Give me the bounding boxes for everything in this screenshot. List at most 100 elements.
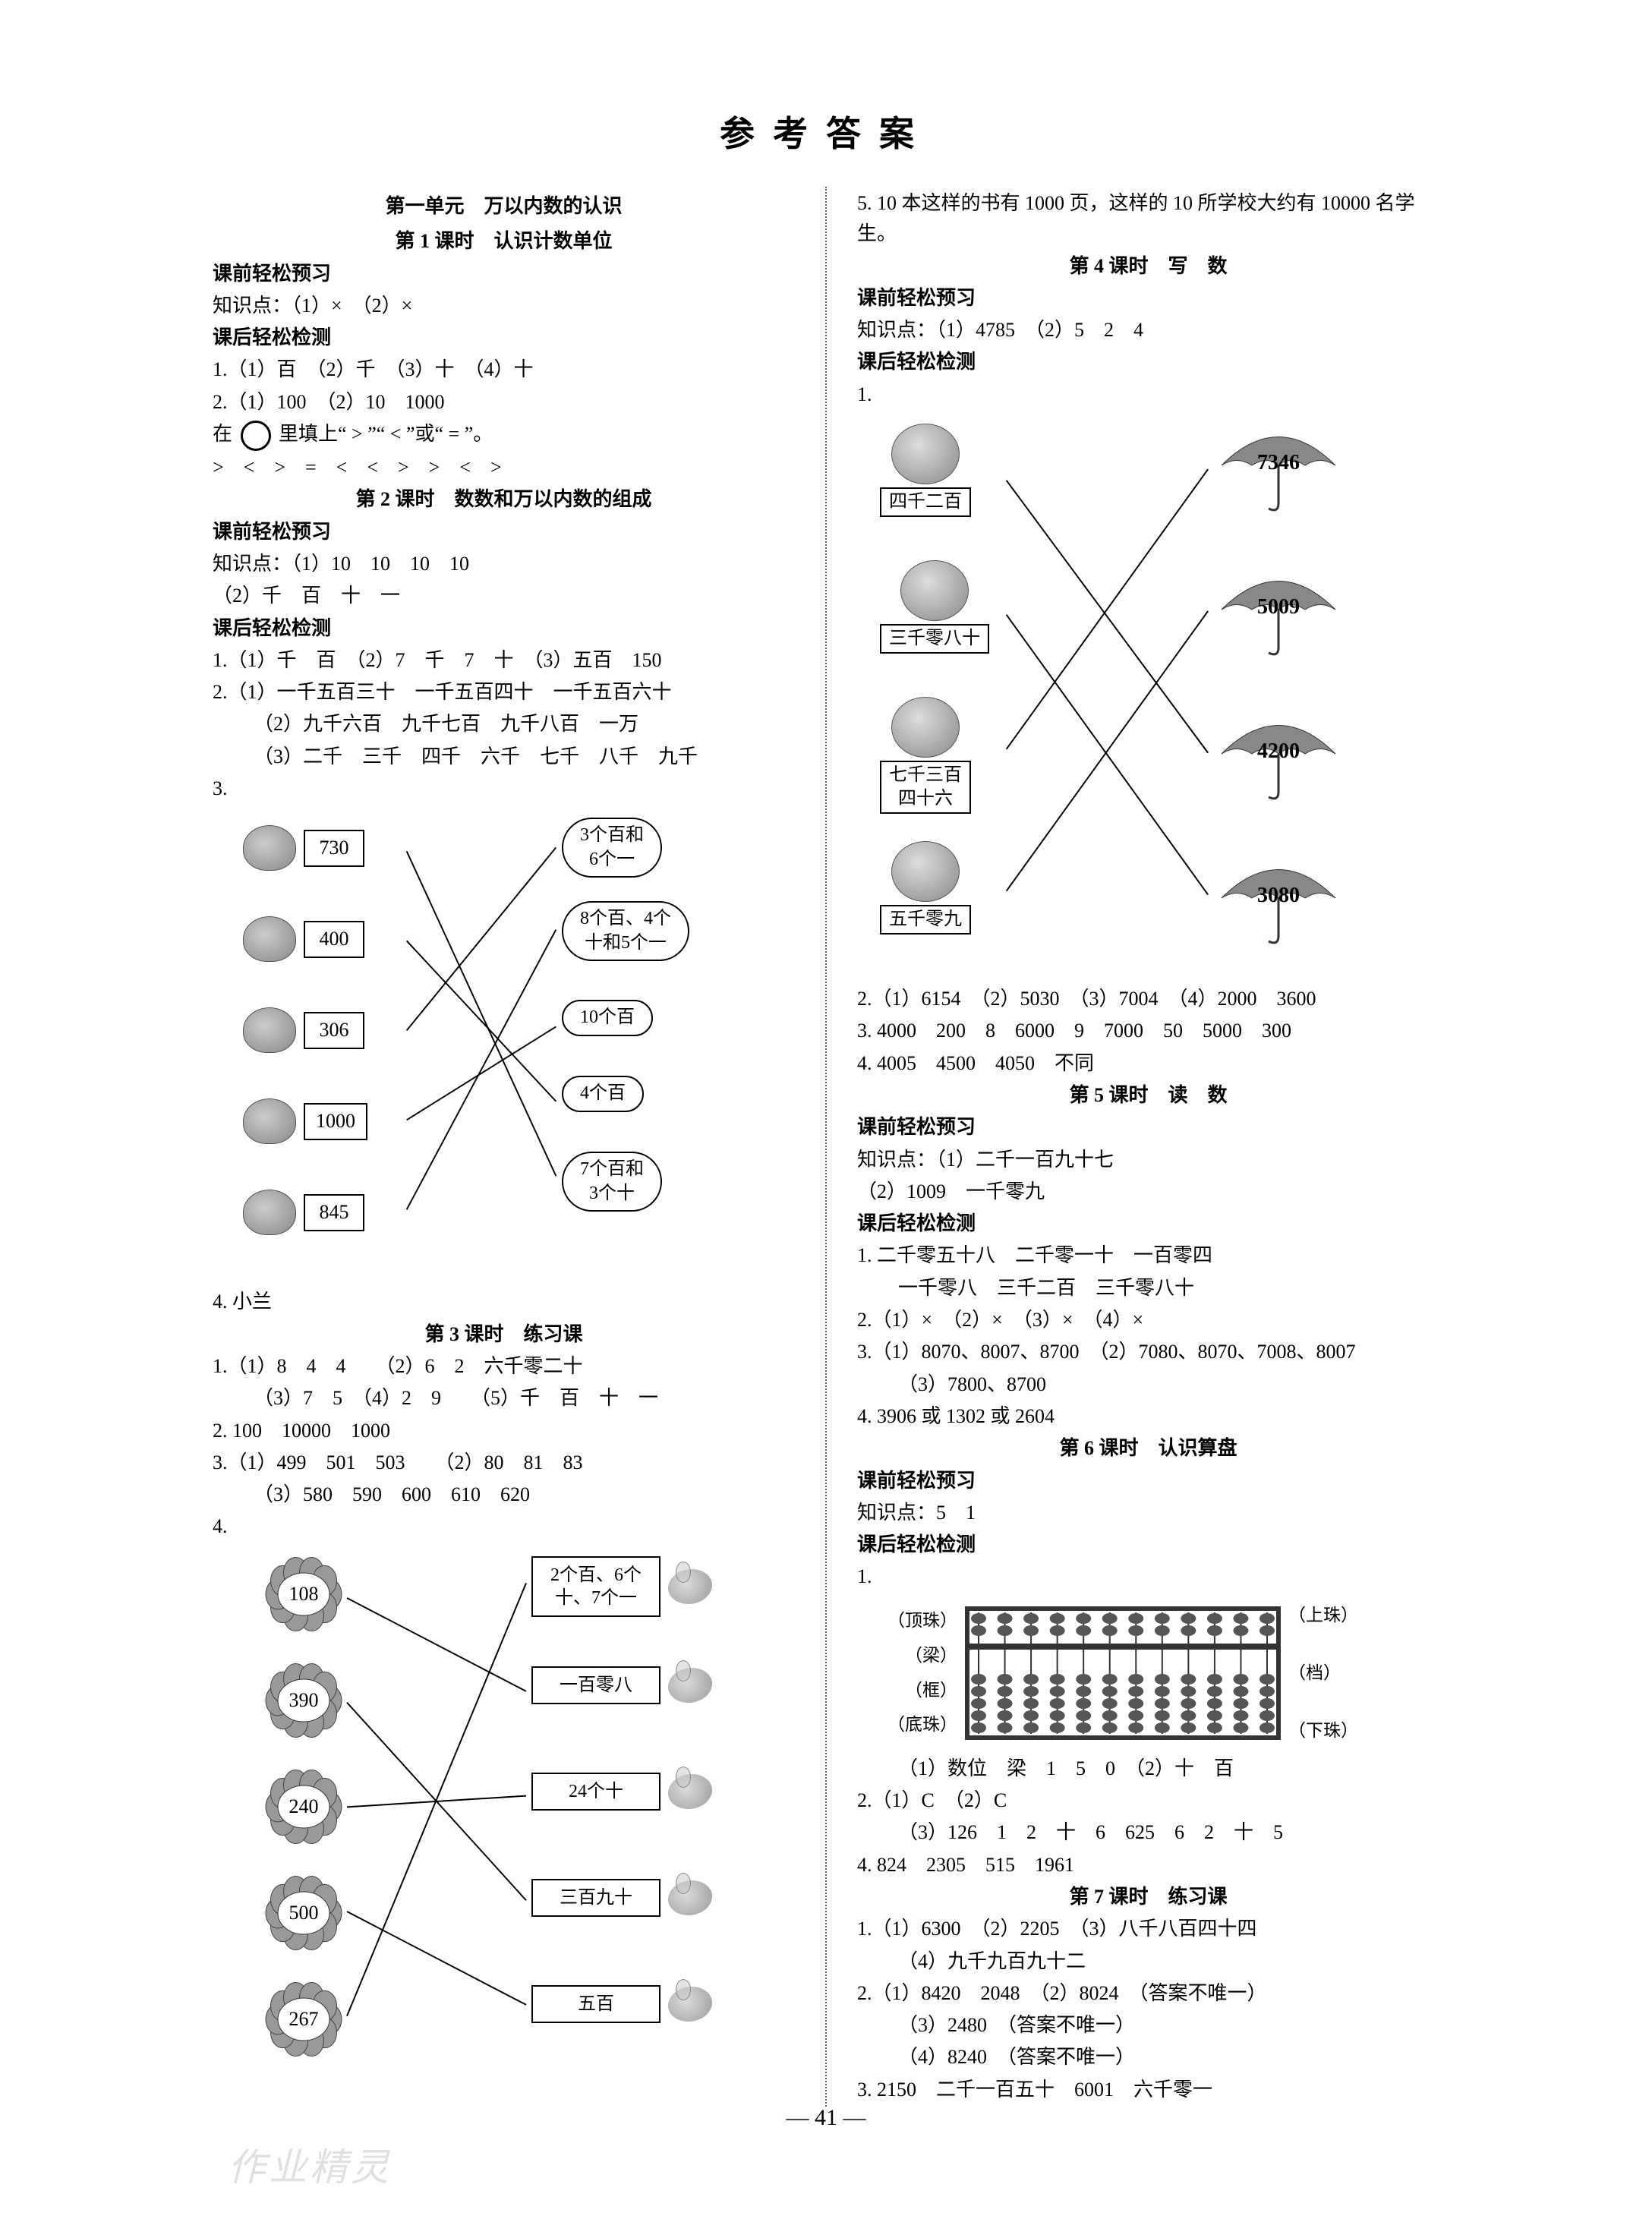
kp5a: 知识点：（1）二千一百九十七 (857, 1145, 1439, 1175)
oval-label: 10个百 (562, 1000, 653, 1035)
l2-2b: （2）九千六百 九千七百 九千八百 一万 (213, 709, 795, 739)
test-label-6: 课后轻松检测 (857, 1530, 1439, 1560)
character-item: 四千二百 (880, 424, 971, 517)
l7-2c: （4）8240 （答案不唯一） (857, 2042, 1439, 2072)
l2-3: 3. (213, 774, 795, 804)
flower-number: 390 (289, 1685, 319, 1716)
l2-2a: 2.（1）一千五百三十 一千五百四十 一千五百六十 (213, 677, 795, 708)
l2-2c: （3）二千 三千 四千 六千 七千 八千 九千 (213, 742, 795, 772)
flower-item: 240 (258, 1769, 349, 1845)
content-columns: 第一单元 万以内数的认识 第 1 课时 认识计数单位 课前轻松预习 知识点：（1… (0, 187, 1652, 2107)
lesson6-header: 第 6 课时 认识算盘 (857, 1433, 1439, 1464)
abacus-label: （梁） (887, 1642, 957, 1669)
box-label: 一百零八 (531, 1666, 660, 1704)
flower-item: 108 (258, 1556, 349, 1632)
box-bee-item: 2个百、6个十、7个一 (531, 1556, 712, 1617)
l7-1b: （4）九千九百九十二 (857, 1946, 1439, 1977)
unit1-header: 第一单元 万以内数的认识 (213, 191, 795, 222)
flower-item: 390 (258, 1663, 349, 1738)
l1-1: 1.（1）百 （2）千 （3）十 （4）十 (213, 355, 795, 385)
umbrella-number: 4200 (1214, 735, 1343, 767)
l1-2: 2.（1）100 （2）10 1000 (213, 387, 795, 418)
column-divider (825, 187, 827, 2107)
l5-2: 2.（1）× （2）× （3）× （4）× (857, 1305, 1439, 1335)
animal-number: 400 (304, 921, 364, 957)
character-icon (900, 560, 969, 621)
l3-4: 4. (213, 1511, 795, 1542)
animal-icon (243, 825, 296, 871)
animal-number: 730 (304, 830, 364, 866)
flower-number: 108 (289, 1579, 319, 1609)
preview-label-2: 课前轻松预习 (213, 517, 795, 547)
l6-2a: 2.（1）C （2）C (857, 1785, 1439, 1816)
l4-3: 3. 4000 200 8 6000 9 7000 50 5000 300 (857, 1016, 1439, 1046)
l6-1: 1. (857, 1562, 1439, 1592)
box-bee-item: 一百零八 (531, 1666, 712, 1704)
umbrella-number: 5009 (1214, 591, 1343, 623)
chinese-number-box: 三千零八十 (880, 624, 989, 654)
right-column: 5. 10 本这样的书有 1000 页，这样的 10 所学校大约有 10000 … (857, 187, 1439, 2107)
character-item: 五千零九 (880, 841, 971, 935)
kp2-2: （2）千 百 十 一 (213, 581, 795, 611)
bee-icon (668, 1569, 712, 1604)
preview-label-1: 课前轻松预习 (213, 259, 795, 289)
l3-2: 2. 100 10000 1000 (213, 1416, 795, 1446)
lesson7-header: 第 7 课时 练习课 (857, 1882, 1439, 1912)
l1-fill: 在 里填上“ > ”“ < ”或“ = ”。 (213, 419, 795, 451)
abacus-label: （框） (887, 1677, 957, 1704)
animal-number: 306 (304, 1012, 364, 1048)
oval-label: 7个百和3个十 (562, 1152, 662, 1211)
lesson2-header: 第 2 课时 数数和万以内数的组成 (213, 484, 795, 515)
box-label: 三百九十 (531, 1879, 660, 1917)
chinese-number-box: 七千三百四十六 (880, 761, 971, 814)
character-item: 三千零八十 (880, 560, 989, 654)
bee-icon (668, 1774, 712, 1809)
bee-icon (668, 1668, 712, 1703)
l6-1b: （1）数位 梁 1 5 0 （2）十 百 (857, 1754, 1439, 1784)
box-label: 2个百、6个十、7个一 (531, 1556, 660, 1617)
flower-number: 267 (289, 2004, 319, 2034)
bee-icon (668, 1987, 712, 2022)
preview-label-4: 课前轻松预习 (857, 283, 1439, 314)
flower-number: 240 (289, 1792, 319, 1822)
abacus-label: （底珠） (887, 1711, 957, 1738)
umbrella-number: 7346 (1214, 446, 1343, 479)
bee-icon (668, 1880, 712, 1915)
character-icon (891, 697, 960, 758)
l6-4: 4. 824 2305 515 1961 (857, 1850, 1439, 1880)
abacus-right-labels: （上珠）（档）（下珠） (1288, 1602, 1358, 1744)
l5-1b: 一千零八 三千二百 三千零八十 (857, 1273, 1439, 1303)
box-label: 24个十 (531, 1773, 660, 1811)
character-item: 七千三百四十六 (880, 697, 971, 814)
flower-item: 500 (258, 1875, 349, 1951)
l3-3b: （3）580 590 600 610 620 (213, 1480, 795, 1510)
character-icon (891, 424, 960, 484)
page-title: 参考答案 (0, 0, 1652, 187)
l3-1b: （3）7 5 （4）2 9 （5）千 百 十 一 (213, 1383, 795, 1414)
animal-item: 845 (243, 1190, 364, 1235)
umbrella-item: 7346 (1214, 424, 1343, 515)
chinese-number-box: 五千零九 (880, 905, 971, 935)
preview-label-5: 课前轻松预习 (857, 1112, 1439, 1143)
kp6: 知识点：5 1 (857, 1498, 1439, 1528)
circle-icon (241, 421, 271, 451)
l3-3a: 3.（1）499 501 503 （2）80 81 83 (213, 1448, 795, 1478)
flower-item: 267 (258, 1981, 349, 2057)
l4-1: 1. (857, 380, 1439, 410)
l4-2: 2.（1）6154 （2）5030 （3）7004 （4）2000 3600 (857, 984, 1439, 1014)
umbrella-number: 3080 (1214, 879, 1343, 912)
l2-4: 4. 小兰 (213, 1287, 795, 1317)
test-label-5: 课后轻松检测 (857, 1209, 1439, 1239)
oval-label: 3个百和6个一 (562, 818, 662, 877)
matching-diagram-2: 1083902405002672个百、6个十、7个一一百零八24个十三百九十五百 (213, 1549, 795, 2095)
animal-icon (243, 1098, 296, 1144)
oval-label: 4个百 (562, 1076, 644, 1111)
animal-icon (243, 916, 296, 962)
footer-page-num: — 41 — (0, 2105, 1652, 2131)
l7-3: 3. 2150 二千一百五十 6001 六千零一 (857, 2075, 1439, 2105)
animal-item: 1000 (243, 1098, 367, 1144)
lesson5-header: 第 5 课时 读 数 (857, 1080, 1439, 1111)
l5-1a: 1. 二千零五十八 二千零一十 一百零四 (857, 1240, 1439, 1271)
abacus-label: （档） (1288, 1659, 1358, 1687)
l5-3b: （3）7800、8700 (857, 1369, 1439, 1400)
